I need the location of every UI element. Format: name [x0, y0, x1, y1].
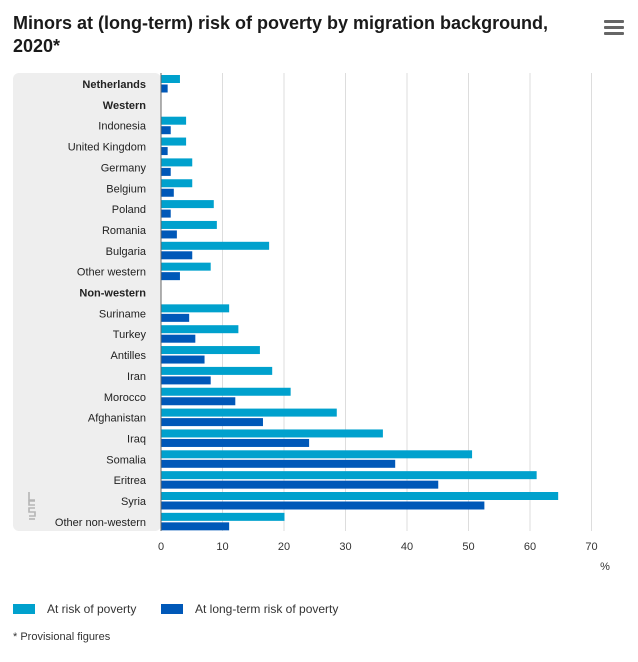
label-panel [13, 73, 161, 531]
legend-item-long-term[interactable]: At long-term risk of poverty [161, 602, 338, 616]
bar-at-risk-bulgaria [161, 241, 270, 250]
category-label-other-western: Other western [77, 267, 146, 279]
bar-at-risk-germany [161, 158, 193, 167]
legend-swatch-long-term [161, 604, 183, 614]
bar-long-term-somalia [161, 459, 396, 468]
category-label-romania: Romania [102, 225, 147, 237]
category-label-syria: Syria [121, 496, 147, 508]
bar-at-risk-other-non-western [161, 512, 285, 521]
category-label-germany: Germany [101, 162, 147, 174]
bar-long-term-romania [161, 230, 177, 239]
bar-at-risk-indonesia [161, 116, 187, 125]
category-label-poland: Poland [112, 204, 146, 216]
bar-long-term-afghanistan [161, 418, 263, 427]
bar-at-risk-netherlands [161, 75, 180, 83]
bar-long-term-netherlands [161, 84, 168, 93]
category-label-afghanistan: Afghanistan [88, 413, 146, 425]
bar-at-risk-romania [161, 220, 217, 229]
bar-at-risk-syria [161, 492, 559, 500]
bar-long-term-germany [161, 167, 171, 176]
bar-long-term-belgium [161, 188, 174, 197]
category-label-western: Western [103, 100, 146, 112]
bar-at-risk-antilles [161, 346, 260, 355]
legend-label-at-risk: At risk of poverty [47, 602, 137, 616]
legend-swatch-at-risk [13, 604, 35, 614]
bar-long-term-eritrea [161, 480, 439, 489]
bar-long-term-suriname [161, 313, 190, 322]
bar-at-risk-somalia [161, 450, 473, 459]
bar-chart: 0 10 20 30 40 50 60 70% Netherlands Western Indone… [13, 73, 610, 573]
bar-at-risk-iraq [161, 429, 383, 438]
category-label-eritrea: Eritrea [114, 475, 147, 487]
bar-long-term-morocco [161, 397, 236, 406]
category-label-turkey: Turkey [113, 329, 147, 341]
category-label-iran: Iran [127, 371, 146, 383]
x-axis-unit: % [600, 561, 610, 573]
legend-label-long-term: At long-term risk of poverty [195, 602, 339, 616]
bar-at-risk-belgium [161, 179, 193, 188]
category-label-other-non-western: Other non-western [55, 517, 146, 529]
bar-at-risk-afghanistan [161, 408, 337, 417]
bar-long-term-syria [161, 501, 485, 510]
bar-at-risk-poland [161, 200, 214, 209]
bar-at-risk-iran [161, 366, 273, 375]
chart-title: Minors at (long-term) risk of poverty by… [13, 13, 549, 56]
category-label-indonesia: Indonesia [98, 121, 147, 133]
category-label-iraq: Iraq [127, 433, 146, 445]
bar-at-risk-eritrea [161, 471, 537, 480]
bar-long-term-other-non-western [161, 522, 230, 531]
category-label-netherlands: Netherlands [82, 79, 146, 91]
x-tick-label-10: 10 [216, 541, 228, 553]
category-label-non-western: Non-western [79, 288, 146, 300]
category-label-united-kingdom: United Kingdom [68, 142, 146, 154]
bar-long-term-other-western [161, 272, 180, 281]
bar-long-term-united-kingdom [161, 147, 168, 156]
category-label-somalia: Somalia [106, 454, 147, 466]
category-label-antilles: Antilles [111, 350, 147, 362]
bar-long-term-indonesia [161, 126, 171, 135]
x-tick-label-60: 60 [524, 541, 536, 553]
legend-item-at-risk[interactable]: At risk of poverty [13, 602, 136, 616]
bar-at-risk-turkey [161, 325, 239, 334]
bar-at-risk-united-kingdom [161, 137, 187, 146]
x-tick-label-0: 0 [158, 541, 164, 553]
bar-long-term-antilles [161, 355, 205, 364]
bar-at-risk-suriname [161, 304, 230, 313]
category-label-belgium: Belgium [106, 183, 146, 195]
bar-long-term-poland [161, 209, 171, 218]
category-label-morocco: Morocco [104, 392, 146, 404]
bar-long-term-turkey [161, 334, 196, 343]
bar-long-term-bulgaria [161, 251, 193, 260]
hamburger-menu-icon[interactable] [604, 20, 624, 36]
x-tick-label-50: 50 [462, 541, 474, 553]
category-label-suriname: Suriname [99, 308, 146, 320]
bar-long-term-iraq [161, 438, 310, 447]
x-tick-label-70: 70 [585, 541, 597, 553]
x-tick-label-30: 30 [339, 541, 351, 553]
bar-at-risk-morocco [161, 387, 291, 396]
bar-at-risk-other-western [161, 262, 211, 271]
x-tick-label-20: 20 [278, 541, 290, 553]
category-label-bulgaria: Bulgaria [106, 246, 147, 258]
cbs-logo-icon [28, 492, 36, 520]
footnote: * Provisional figures [13, 631, 111, 643]
x-tick-label-40: 40 [401, 541, 413, 553]
bar-long-term-iran [161, 376, 211, 385]
